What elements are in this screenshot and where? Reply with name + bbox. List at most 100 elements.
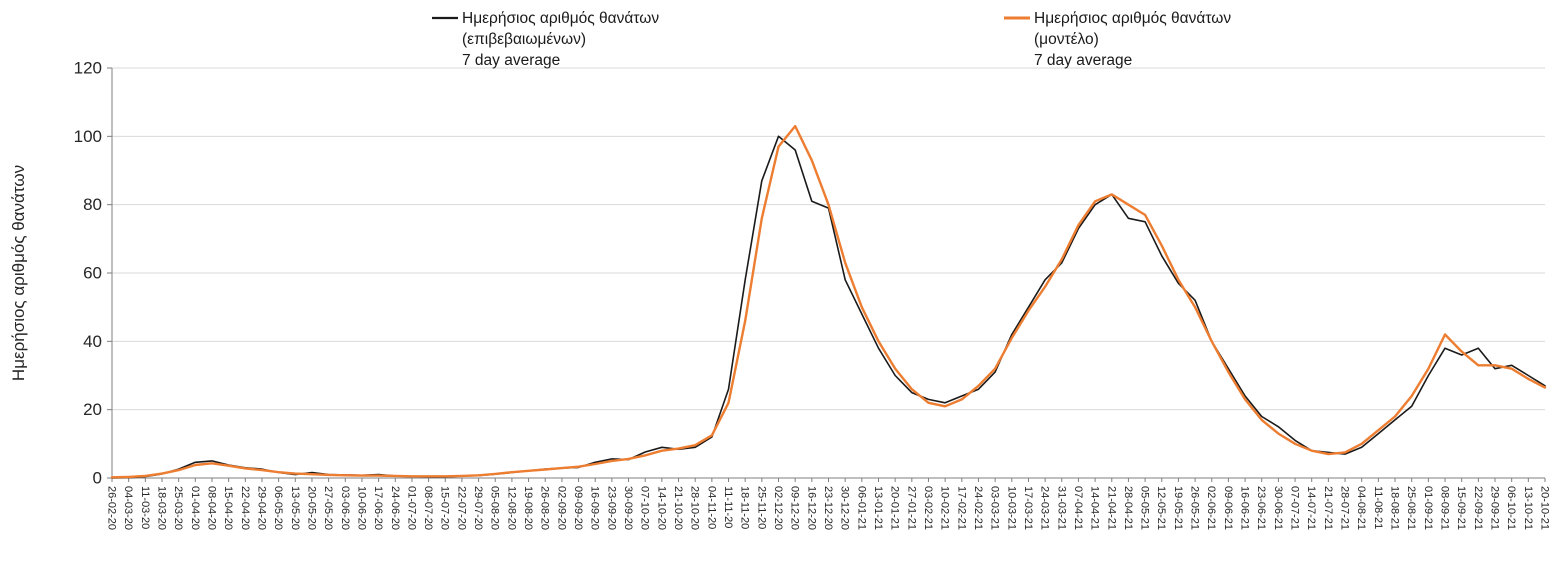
legend-label: (μοντέλο) — [1034, 31, 1099, 48]
x-tick-label: 09-06-21 — [1222, 486, 1234, 530]
x-tick-label: 08-09-21 — [1439, 486, 1451, 530]
x-tick-label: 06-10-21 — [1505, 486, 1517, 530]
x-tick-label: 15-07-20 — [439, 486, 451, 530]
x-tick-label: 28-04-21 — [1122, 486, 1134, 530]
x-tick-label: 25-08-21 — [1405, 486, 1417, 530]
x-tick-label: 12-08-20 — [505, 486, 517, 530]
x-tick-label: 04-11-20 — [705, 486, 717, 529]
x-tick-label: 20-01-21 — [889, 486, 901, 530]
x-tick-label: 20-05-20 — [305, 486, 317, 530]
legend-label: (επιβεβαιωμένων) — [462, 31, 586, 48]
x-tick-label: 23-12-20 — [822, 486, 834, 530]
legend-label: Ημερήσιος αριθμός θανάτων — [462, 10, 659, 27]
y-tick-label: 40 — [83, 332, 102, 351]
x-tick-label: 04-03-20 — [122, 486, 134, 530]
y-tick-label: 80 — [83, 195, 102, 214]
x-tick-label: 30-12-20 — [839, 486, 851, 530]
x-tick-label: 22-04-20 — [239, 486, 251, 530]
x-tick-label: 04-08-21 — [1355, 486, 1367, 530]
x-tick-label: 14-07-21 — [1305, 486, 1317, 530]
x-tick-label: 10-02-21 — [939, 486, 951, 530]
x-tick-label: 13-01-21 — [872, 486, 884, 530]
y-tick-label: 20 — [83, 400, 102, 419]
x-tick-label: 06-01-21 — [855, 486, 867, 530]
model-deaths-line — [110, 124, 1547, 479]
x-tick-label: 24-02-21 — [972, 486, 984, 530]
x-tick-label: 29-04-20 — [255, 486, 267, 530]
x-tick-label: 10-03-21 — [1005, 486, 1017, 530]
x-tick-label: 26-08-20 — [539, 486, 551, 530]
x-tick-label: 17-03-21 — [1022, 486, 1034, 530]
x-tick-label: 31-03-21 — [1055, 486, 1067, 530]
x-tick-label: 22-07-20 — [455, 486, 467, 530]
x-tick-label: 15-04-20 — [222, 486, 234, 530]
x-tick-label: 24-06-20 — [389, 486, 401, 530]
x-tick-label: 03-06-20 — [339, 486, 351, 530]
x-tick-label: 28-10-20 — [689, 486, 701, 530]
x-tick-label: 25-11-20 — [755, 486, 767, 529]
x-tick-label: 21-10-20 — [672, 486, 684, 530]
x-tick-label: 30-06-21 — [1272, 486, 1284, 530]
x-tick-label: 11-03-20 — [139, 486, 151, 529]
x-tick-label: 14-04-21 — [1089, 486, 1101, 530]
x-tick-label: 27-01-21 — [905, 486, 917, 530]
x-tick-label: 17-02-21 — [955, 486, 967, 530]
x-tick-label: 23-09-20 — [605, 486, 617, 530]
y-tick-label: 120 — [74, 58, 102, 77]
legend-label: 7 day average — [1034, 52, 1132, 69]
x-tick-label: 08-04-20 — [205, 486, 217, 530]
x-tick-label: 18-03-20 — [155, 486, 167, 530]
x-tick-label: 30-09-20 — [622, 486, 634, 530]
x-tick-label: 16-12-20 — [805, 486, 817, 530]
x-tick-label: 01-04-20 — [189, 486, 201, 530]
x-tick-label: 02-09-20 — [555, 486, 567, 530]
x-tick-label: 16-06-21 — [1239, 486, 1251, 530]
y-tick-label: 60 — [83, 263, 102, 282]
x-tick-label: 24-03-21 — [1039, 486, 1051, 530]
x-tick-label: 09-12-20 — [789, 486, 801, 530]
x-tick-label: 07-07-21 — [1289, 486, 1301, 530]
x-tick-label: 07-04-21 — [1072, 486, 1084, 530]
x-tick-label: 25-03-20 — [172, 486, 184, 530]
x-tick-label: 05-08-20 — [489, 486, 501, 530]
x-tick-label: 12-05-21 — [1155, 486, 1167, 530]
x-tick-label: 03-03-21 — [989, 486, 1001, 530]
x-tick-label: 01-09-21 — [1422, 486, 1434, 530]
x-tick-label: 20-10-21 — [1538, 486, 1550, 530]
x-tick-label: 08-07-20 — [422, 486, 434, 530]
x-tick-label: 15-09-21 — [1455, 486, 1467, 530]
x-tick-label: 18-08-21 — [1389, 486, 1401, 530]
x-tick-label: 10-06-20 — [355, 486, 367, 530]
x-tick-label: 26-02-20 — [105, 486, 117, 530]
x-tick-label: 11-11-20 — [722, 486, 734, 528]
x-tick-label: 19-05-21 — [1172, 486, 1184, 530]
y-axis-title: Ημερήσιος αριθμός θανάτων — [9, 165, 28, 381]
x-tick-label: 19-08-20 — [522, 486, 534, 530]
x-tick-label: 17-06-20 — [372, 486, 384, 530]
x-tick-label: 26-05-21 — [1189, 486, 1201, 530]
x-tick-label: 02-06-21 — [1205, 486, 1217, 530]
x-tick-label: 06-05-20 — [272, 486, 284, 530]
x-tick-label: 21-04-21 — [1105, 486, 1117, 530]
legend-label: 7 day average — [462, 52, 560, 69]
x-tick-label: 18-11-20 — [739, 486, 751, 529]
x-tick-label: 09-09-20 — [572, 486, 584, 530]
confirmed-deaths-line — [111, 135, 1546, 479]
x-tick-label: 23-06-21 — [1255, 486, 1267, 530]
x-tick-label: 05-05-21 — [1139, 486, 1151, 530]
x-tick-label: 13-10-21 — [1522, 486, 1534, 530]
x-tick-label: 22-09-21 — [1472, 486, 1484, 530]
x-tick-label: 14-10-20 — [655, 486, 667, 530]
x-tick-label: 11-08-21 — [1372, 486, 1384, 529]
x-tick-label: 21-07-21 — [1322, 486, 1334, 530]
x-tick-label: 29-09-21 — [1488, 486, 1500, 530]
x-tick-label: 28-07-21 — [1339, 486, 1351, 530]
x-tick-label: 07-10-20 — [639, 486, 651, 530]
y-tick-label: 100 — [74, 127, 102, 146]
y-tick-label: 0 — [93, 468, 102, 487]
x-tick-label: 16-09-20 — [589, 486, 601, 530]
legend-label: Ημερήσιος αριθμός θανάτων — [1034, 10, 1231, 27]
x-tick-label: 02-12-20 — [772, 486, 784, 530]
